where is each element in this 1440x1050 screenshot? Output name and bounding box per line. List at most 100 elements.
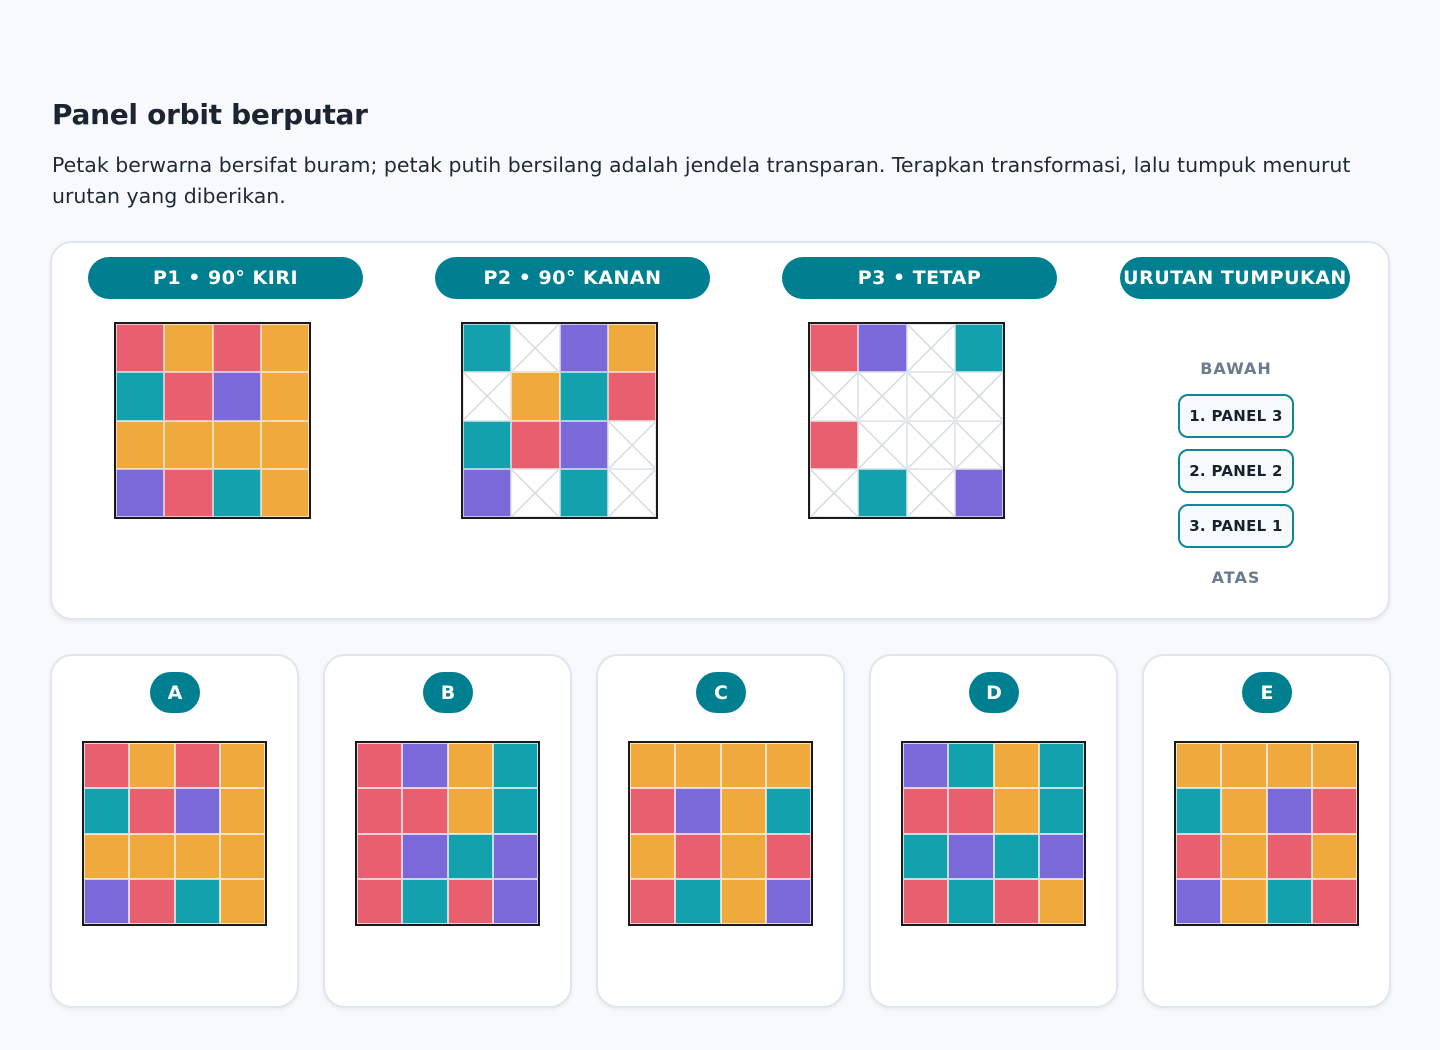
option-b-cell-teal [447, 833, 493, 879]
option-d-cell-pink [948, 788, 994, 834]
panel-1-cell-pink [164, 468, 213, 517]
panel-2-cell-teal [463, 324, 512, 373]
option-c-cell-pink [630, 788, 676, 834]
option-e-cell-orange [1311, 833, 1357, 879]
panel-2-cell-pink [607, 372, 656, 421]
panel-1-cell-teal [116, 372, 165, 421]
panel-2-cell-orange [511, 372, 560, 421]
option-a-card[interactable]: A [50, 654, 299, 1008]
panel-3-cell-teal [858, 468, 907, 517]
option-b-cell-pink [357, 878, 403, 924]
option-d-grid [901, 741, 1086, 926]
option-c-cell-orange [720, 788, 766, 834]
panel-1-cell-orange [212, 420, 261, 469]
option-e-cell-orange [1311, 743, 1357, 789]
panel-3-grid [808, 322, 1005, 519]
option-e-cell-orange [1221, 743, 1267, 789]
panel-3-cell-window [906, 420, 955, 469]
panel-3-cell-pink [810, 420, 859, 469]
option-c-badge: C [696, 672, 746, 713]
panel-3-cell-window [858, 420, 907, 469]
option-d-cell-teal [1038, 788, 1084, 834]
option-e-cell-pink [1311, 788, 1357, 834]
panel-1-cell-violet [116, 468, 165, 517]
option-e-cell-teal [1176, 788, 1222, 834]
window-cross-icon [512, 469, 559, 516]
panel-3-cell-window [906, 324, 955, 373]
option-b-cell-teal [402, 878, 448, 924]
panel-2-cell-teal [559, 468, 608, 517]
window-cross-icon [608, 469, 655, 516]
option-c-cell-teal [675, 878, 721, 924]
option-a-cell-pink [174, 743, 220, 789]
page-title: Panel orbit berputar [52, 98, 368, 131]
option-e-cell-teal [1266, 878, 1312, 924]
window-cross-icon [811, 373, 858, 420]
option-a-cell-teal [84, 788, 130, 834]
option-a-cell-orange [174, 833, 220, 879]
panel-3-cell-window [810, 468, 859, 517]
option-e-cell-violet [1266, 788, 1312, 834]
panel-2-cell-teal [463, 420, 512, 469]
option-b-card[interactable]: B [323, 654, 572, 1008]
panel-1-cell-orange [260, 324, 309, 373]
panel-1-cell-orange [260, 372, 309, 421]
panel-2-cell-window [607, 468, 656, 517]
option-b-cell-pink [357, 743, 403, 789]
option-d-cell-pink [903, 788, 949, 834]
option-c-cell-pink [765, 833, 811, 879]
panel-2-cell-window [511, 324, 560, 373]
panel-1-cell-orange [260, 420, 309, 469]
panel-3-cell-window [858, 372, 907, 421]
option-e-cell-orange [1221, 788, 1267, 834]
option-e-cell-orange [1266, 743, 1312, 789]
option-a-cell-orange [129, 833, 175, 879]
panel-3-cell-window [810, 372, 859, 421]
option-a-cell-pink [129, 878, 175, 924]
window-cross-icon [907, 325, 954, 372]
option-e-card[interactable]: E [1142, 654, 1391, 1008]
panel-3-cell-window [906, 468, 955, 517]
stack-order-label: URUTAN TUMPUKAN [1120, 257, 1350, 299]
option-b-cell-pink [357, 833, 403, 879]
option-d-cell-pink [993, 878, 1039, 924]
panel-2-label: P2 • 90° KANAN [435, 257, 710, 299]
panel-1-cell-orange [260, 468, 309, 517]
option-a-cell-orange [219, 878, 265, 924]
option-b-cell-violet [492, 833, 538, 879]
option-b-cell-teal [492, 788, 538, 834]
panel-2-cell-orange [607, 324, 656, 373]
window-cross-icon [464, 373, 511, 420]
option-c-cell-orange [675, 743, 721, 789]
option-b-cell-pink [357, 788, 403, 834]
option-c-cell-violet [675, 788, 721, 834]
panel-1-cell-pink [212, 324, 261, 373]
stack-item-2: 2. PANEL 2 [1178, 449, 1294, 493]
option-b-cell-orange [447, 788, 493, 834]
panel-2-cell-window [511, 468, 560, 517]
option-a-cell-pink [84, 743, 130, 789]
panel-3-cell-violet [858, 324, 907, 373]
option-e-cell-pink [1311, 878, 1357, 924]
option-c-cell-orange [720, 743, 766, 789]
option-d-card[interactable]: D [869, 654, 1118, 1008]
option-d-cell-orange [1038, 878, 1084, 924]
option-e-cell-pink [1266, 833, 1312, 879]
panel-2-cell-pink [511, 420, 560, 469]
panel-3-cell-violet [954, 468, 1003, 517]
option-c-cell-orange [630, 743, 676, 789]
option-e-badge: E [1242, 672, 1292, 713]
option-c-card[interactable]: C [596, 654, 845, 1008]
option-b-cell-pink [447, 878, 493, 924]
option-b-cell-violet [492, 878, 538, 924]
option-e-cell-pink [1176, 833, 1222, 879]
panel-3-cell-pink [810, 324, 859, 373]
panel-3-cell-window [954, 372, 1003, 421]
panel-2-cell-window [607, 420, 656, 469]
option-a-cell-orange [219, 743, 265, 789]
option-d-cell-teal [903, 833, 949, 879]
option-c-cell-pink [630, 878, 676, 924]
option-b-cell-pink [402, 788, 448, 834]
option-a-cell-orange [84, 833, 130, 879]
panel-2-cell-violet [559, 324, 608, 373]
